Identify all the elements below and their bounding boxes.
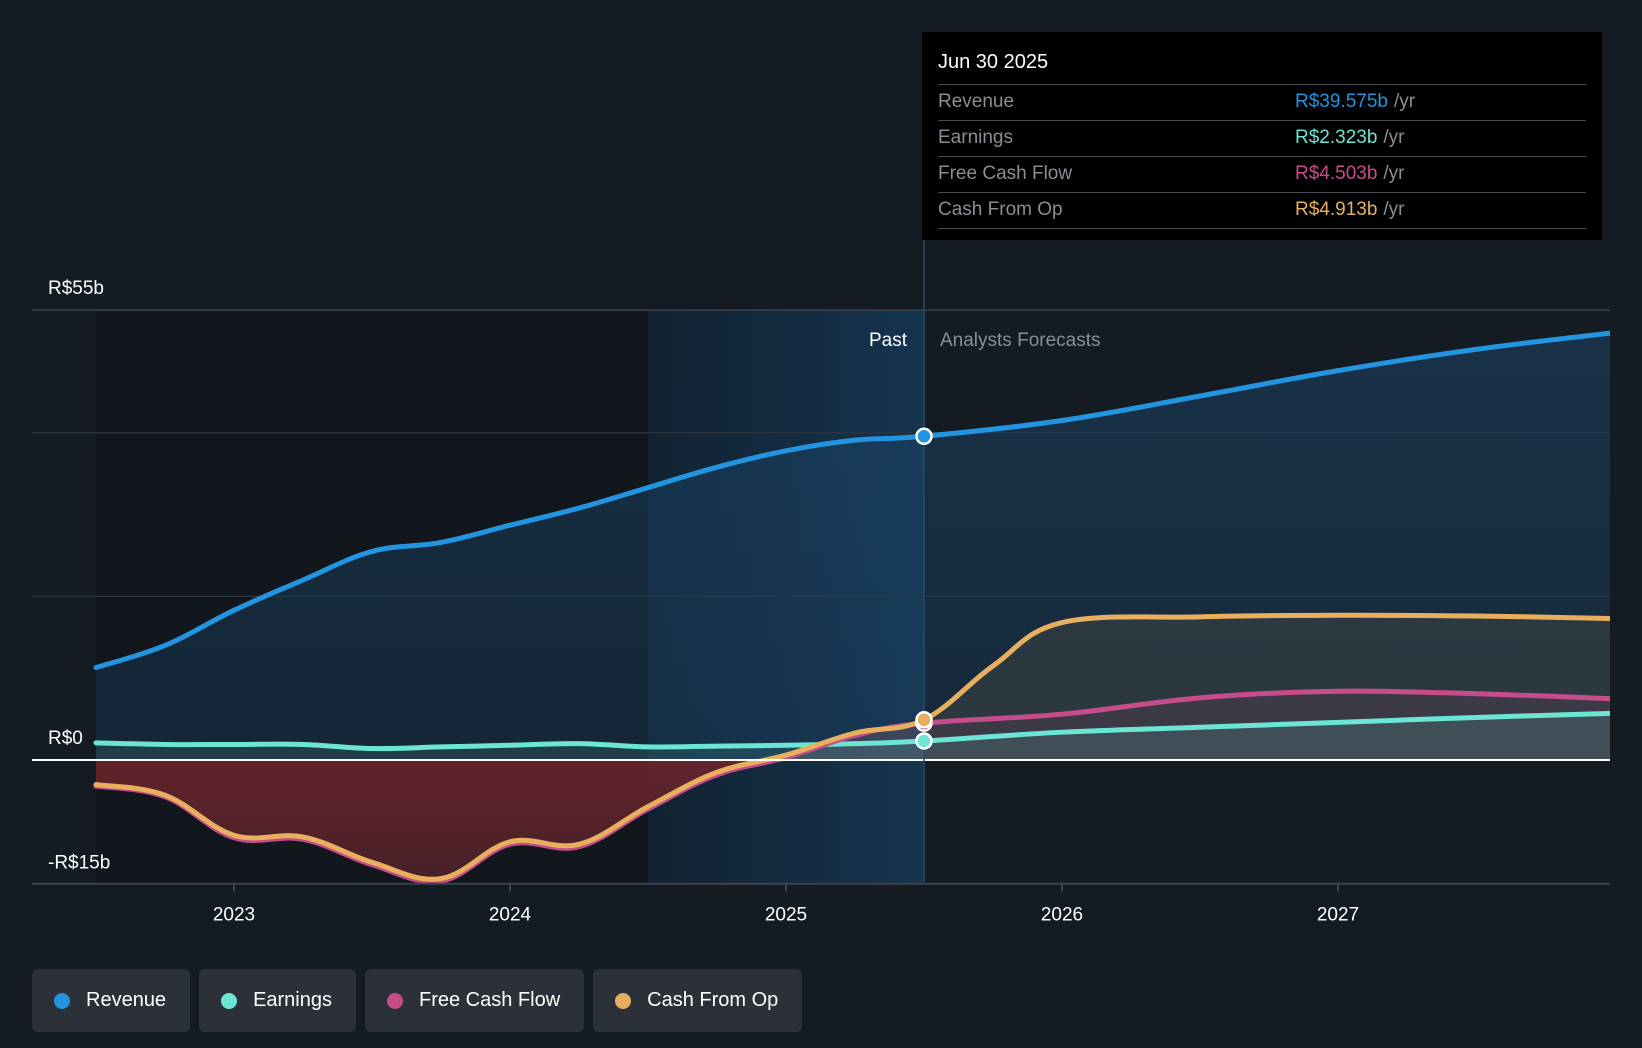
tooltip-row-unit: /yr bbox=[1383, 127, 1405, 148]
tooltip-row-value: R$2.323b bbox=[1295, 127, 1378, 148]
earnings-line bbox=[93, 710, 1610, 752]
forecast-label: Analysts Forecasts bbox=[940, 330, 1101, 351]
tooltip-row-unit: /yr bbox=[1383, 199, 1405, 220]
tooltip-row-name: Earnings bbox=[938, 127, 1013, 148]
x-tick-label: 2026 bbox=[1041, 905, 1083, 926]
tooltip-row-value: R$4.913b bbox=[1295, 199, 1378, 220]
legend-item-cash-from-op[interactable]: Cash From Op bbox=[593, 969, 803, 1032]
y-tick-label: -R$15b bbox=[48, 853, 110, 874]
revenue-area bbox=[96, 333, 1610, 760]
cash-from-op-line bbox=[93, 612, 1610, 882]
legend-item-earnings[interactable]: Earnings bbox=[199, 969, 356, 1032]
y-tick-label: R$0 bbox=[48, 728, 83, 749]
y-tick-label: R$55b bbox=[48, 278, 104, 299]
revenue-marker bbox=[915, 427, 933, 446]
legend-label: Cash From Op bbox=[647, 989, 779, 1011]
tooltip-row-earnings: Earnings R$2.323b /yr bbox=[938, 121, 1586, 157]
tooltip-row-free-cash-flow: Free Cash Flow R$4.503b /yr bbox=[938, 157, 1586, 193]
revenue-line bbox=[93, 330, 1610, 671]
cash-from-op-marker bbox=[915, 711, 933, 729]
tooltip-row-value: R$4.503b bbox=[1295, 163, 1378, 184]
tooltip-row-unit: /yr bbox=[1383, 163, 1405, 184]
x-tick-label: 2025 bbox=[765, 905, 807, 926]
tooltip-row-name: Free Cash Flow bbox=[938, 163, 1073, 184]
negative-cash-area bbox=[96, 755, 786, 880]
legend: Revenue Earnings Free Cash Flow Cash Fro… bbox=[32, 969, 803, 1032]
earnings-marker bbox=[915, 732, 933, 750]
tooltip-row-name: Revenue bbox=[938, 91, 1015, 112]
legend-item-free-cash-flow[interactable]: Free Cash Flow bbox=[365, 969, 585, 1032]
legend-label: Revenue bbox=[86, 989, 167, 1011]
legend-dot-icon bbox=[615, 992, 632, 1009]
tooltip-date: Jun 30 2025 bbox=[938, 46, 1586, 85]
legend-label: Free Cash Flow bbox=[419, 989, 561, 1011]
tooltip-row-revenue: Revenue R$39.575b /yr bbox=[938, 85, 1586, 121]
past-label: Past bbox=[869, 330, 908, 351]
tooltip-row-unit: /yr bbox=[1393, 91, 1416, 112]
legend-dot-icon bbox=[387, 992, 403, 1009]
x-tick-label: 2024 bbox=[489, 905, 532, 926]
tooltip-row-cash-from-op: Cash From Op R$4.913b /yr bbox=[938, 193, 1586, 229]
x-tick-label: 2023 bbox=[213, 905, 255, 926]
tooltip-row-value: R$39.575b bbox=[1295, 91, 1388, 112]
legend-dot-icon bbox=[221, 992, 238, 1009]
legend-dot-icon bbox=[54, 992, 70, 1009]
legend-label: Earnings bbox=[253, 989, 332, 1011]
tooltip: Jun 30 2025 Revenue R$39.575b /yr Earnin… bbox=[922, 32, 1602, 240]
legend-item-revenue[interactable]: Revenue bbox=[32, 969, 191, 1032]
x-tick-label: 2027 bbox=[1317, 905, 1359, 926]
tooltip-row-name: Cash From Op bbox=[938, 199, 1063, 220]
